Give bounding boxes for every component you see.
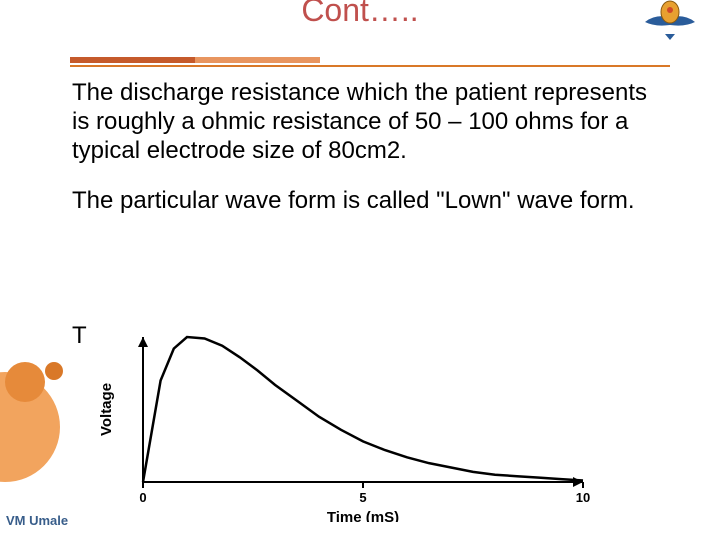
decorative-circles xyxy=(0,362,60,492)
title-underline xyxy=(70,57,320,63)
svg-text:10: 10 xyxy=(576,490,590,505)
author-footer: VM Umale xyxy=(6,513,68,528)
paragraph-2: The particular wave form is called "Lown… xyxy=(72,187,660,216)
paragraph-3-initial: T xyxy=(72,322,87,350)
svg-text:5: 5 xyxy=(359,490,366,505)
paragraph-1: The discharge resistance which the patie… xyxy=(72,79,660,165)
slide-title: Cont….. xyxy=(0,0,720,29)
svg-text:Voltage: Voltage xyxy=(98,383,115,436)
content-area: The discharge resistance which the patie… xyxy=(0,67,720,216)
svg-text:Time (mS): Time (mS) xyxy=(327,509,399,522)
institution-logo xyxy=(640,0,700,42)
svg-text:0: 0 xyxy=(139,490,146,505)
lown-waveform-chart: 0 5 10 Voltage Time (mS) xyxy=(88,327,608,522)
